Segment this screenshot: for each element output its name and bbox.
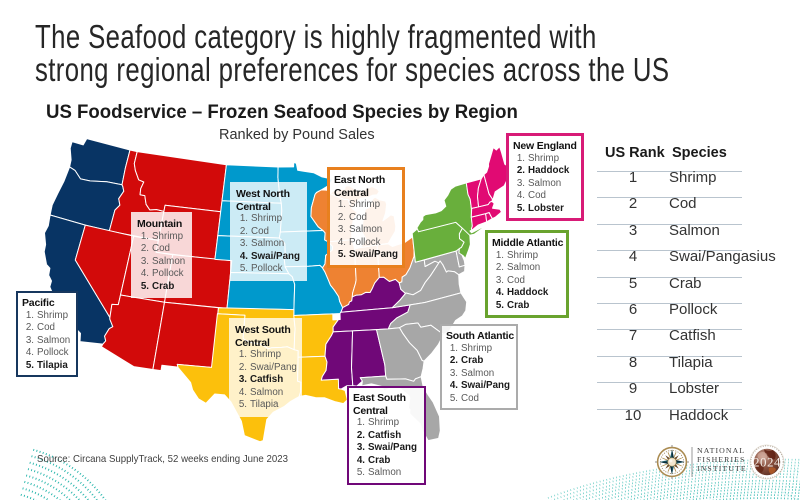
svg-text:INSTITUTE: INSTITUTE [697,464,747,473]
svg-text:FISHERIES: FISHERIES [697,455,745,464]
svg-text:NATIONAL: NATIONAL [697,446,745,455]
svg-text:2024: 2024 [753,455,781,470]
